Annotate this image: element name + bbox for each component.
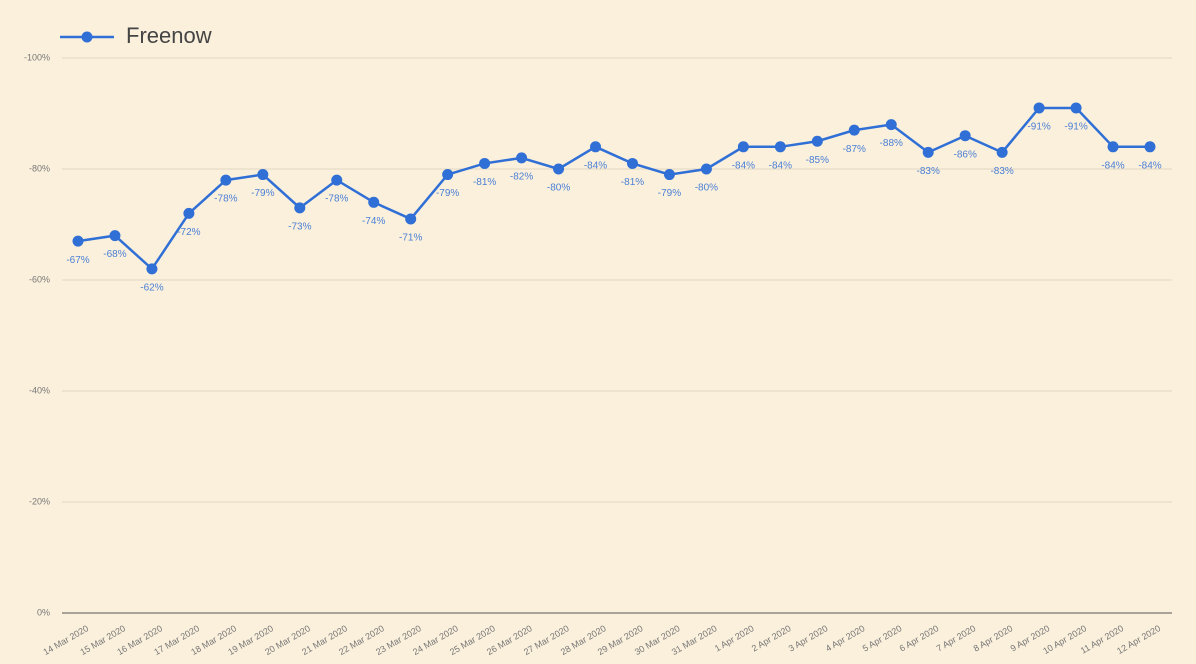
data-label: -78% bbox=[325, 194, 348, 205]
legend-marker bbox=[81, 31, 93, 43]
point bbox=[553, 163, 565, 175]
point bbox=[1107, 141, 1119, 153]
data-label: -83% bbox=[917, 166, 940, 177]
data-label: -79% bbox=[436, 188, 459, 199]
point bbox=[109, 230, 121, 242]
y-tick-label: -80% bbox=[29, 163, 50, 173]
point bbox=[885, 119, 897, 131]
data-label: -73% bbox=[288, 221, 311, 232]
point bbox=[442, 169, 454, 181]
data-label: -91% bbox=[1064, 122, 1087, 133]
point bbox=[331, 174, 343, 186]
data-label: -84% bbox=[732, 160, 755, 171]
data-label: -68% bbox=[103, 249, 126, 260]
y-tick-label: -40% bbox=[29, 385, 50, 395]
data-label: -87% bbox=[843, 144, 866, 155]
point bbox=[146, 263, 158, 275]
point bbox=[737, 141, 749, 153]
y-tick-label: -60% bbox=[29, 274, 50, 284]
data-label: -78% bbox=[214, 194, 237, 205]
data-label: -79% bbox=[251, 188, 274, 199]
data-label: -84% bbox=[769, 160, 792, 171]
point bbox=[1144, 141, 1156, 153]
point bbox=[368, 196, 380, 208]
point bbox=[811, 135, 823, 147]
point bbox=[1033, 102, 1045, 114]
data-label: -85% bbox=[806, 155, 829, 166]
point bbox=[626, 157, 638, 169]
point bbox=[774, 141, 786, 153]
data-label: -84% bbox=[1138, 160, 1161, 171]
point bbox=[922, 146, 934, 158]
point bbox=[183, 207, 195, 219]
data-label: -67% bbox=[66, 255, 89, 266]
data-label: -86% bbox=[953, 149, 976, 160]
point bbox=[1070, 102, 1082, 114]
data-label: -82% bbox=[510, 172, 533, 183]
point bbox=[516, 152, 528, 164]
data-label: -74% bbox=[362, 216, 385, 227]
point bbox=[220, 174, 232, 186]
point bbox=[405, 213, 417, 225]
data-label: -88% bbox=[880, 138, 903, 149]
data-label: -81% bbox=[621, 177, 644, 188]
data-label: -80% bbox=[695, 183, 718, 194]
data-label: -80% bbox=[547, 183, 570, 194]
point bbox=[996, 146, 1008, 158]
data-label: -79% bbox=[658, 188, 681, 199]
legend-label: Freenow bbox=[126, 23, 212, 48]
point bbox=[294, 202, 306, 214]
point bbox=[479, 157, 491, 169]
point bbox=[848, 124, 860, 136]
data-label: -81% bbox=[473, 177, 496, 188]
point bbox=[590, 141, 602, 153]
point bbox=[700, 163, 712, 175]
point bbox=[959, 130, 971, 142]
data-label: -91% bbox=[1027, 122, 1050, 133]
data-label: -62% bbox=[140, 283, 163, 294]
data-label: -83% bbox=[990, 166, 1013, 177]
y-tick-label: -100% bbox=[24, 52, 50, 62]
data-label: -84% bbox=[584, 160, 607, 171]
data-label: -71% bbox=[399, 233, 422, 244]
point bbox=[663, 169, 675, 181]
series-line bbox=[77, 106, 1150, 271]
data-label: -84% bbox=[1101, 160, 1124, 171]
point bbox=[72, 235, 84, 247]
point bbox=[257, 169, 269, 181]
data-label: -72% bbox=[177, 227, 200, 238]
y-tick-label: -20% bbox=[29, 496, 50, 506]
y-tick-label: 0% bbox=[37, 607, 50, 617]
